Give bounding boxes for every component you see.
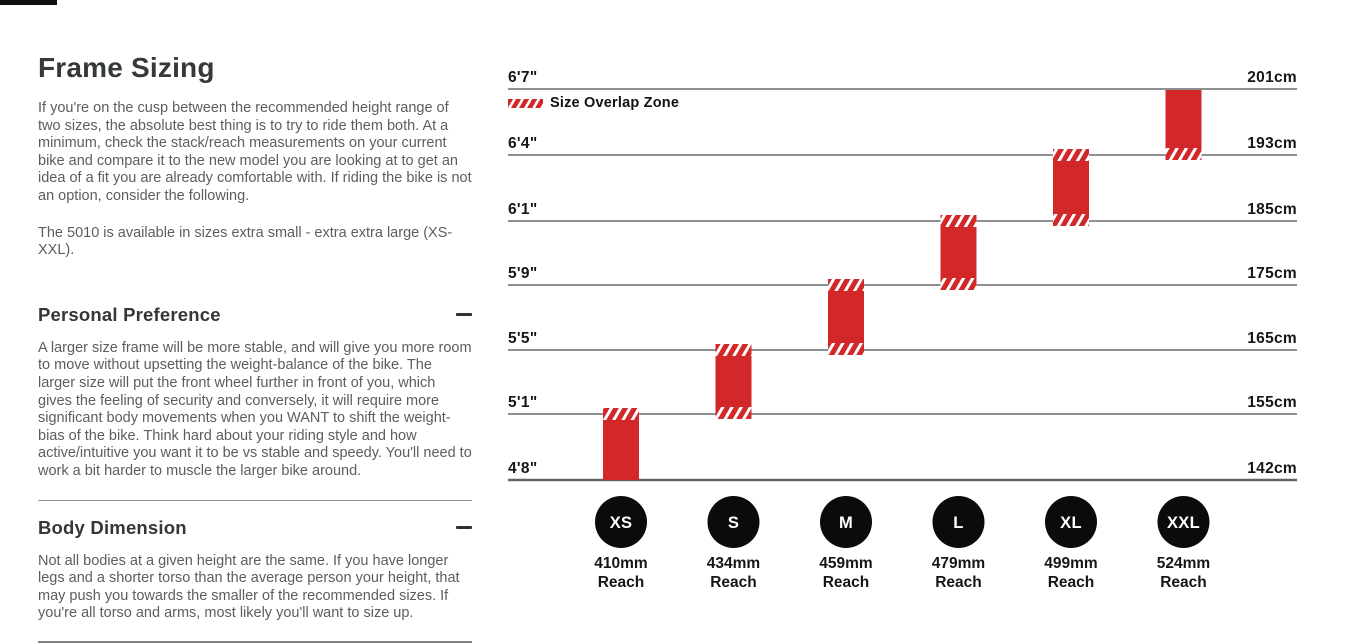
bar-S xyxy=(715,344,752,419)
axis-label-ft-193: 6'4" xyxy=(508,135,537,152)
reach-caption-XS: Reach xyxy=(598,574,645,591)
personal-preference-body: A larger size frame will be more stable,… xyxy=(38,339,472,479)
size-circle-XXL xyxy=(1157,496,1210,548)
collapse-minus-icon[interactable] xyxy=(456,313,472,317)
axis-label-ft-142: 4'8" xyxy=(508,460,537,477)
reach-value-XL: 499mm xyxy=(1044,555,1097,572)
top-left-scrollbar-artifact xyxy=(0,0,57,5)
personal-preference-header[interactable]: Personal Preference xyxy=(38,304,472,326)
size-circle-M xyxy=(820,496,872,548)
section-personal-preference: Personal Preference A larger size frame … xyxy=(38,304,472,481)
axis-label-cm-185: 185cm xyxy=(1247,201,1297,218)
reach-value-L: 479mm xyxy=(932,555,985,572)
reach-value-XS: 410mm xyxy=(594,555,647,572)
reach-caption-XXL: Reach xyxy=(1160,574,1207,591)
bar-L-overlap-bottom xyxy=(940,278,977,290)
bar-S-overlap-top xyxy=(715,344,752,356)
section-divider xyxy=(38,499,472,501)
reach-caption-S: Reach xyxy=(710,574,757,591)
size-circle-label-S: S xyxy=(728,514,739,532)
frame-sizing-chart: 6'7" 201cm 6'4" 193cm 6'1" 185cm 5'9" 175cm 5'5"… xyxy=(485,0,1351,644)
bar-M-overlap-top xyxy=(828,279,864,291)
axis-label-ft-175: 5'9" xyxy=(508,265,537,282)
bar-XS-overlap-top xyxy=(603,408,639,420)
size-circle-label-XL: XL xyxy=(1060,514,1082,532)
reach-value-M: 459mm xyxy=(819,555,872,572)
size-circle-label-XS: XS xyxy=(610,514,633,532)
legend-label: Size Overlap Zone xyxy=(550,95,680,111)
bar-XXL-overlap-bottom xyxy=(1165,148,1202,160)
body-dimension-heading: Body Dimension xyxy=(38,516,187,538)
size-circle-label-XXL: XXL xyxy=(1167,514,1200,532)
section-body-dimension: Body Dimension Not all bodies at a given… xyxy=(38,517,472,623)
reach-caption-L: Reach xyxy=(935,574,982,591)
bar-L xyxy=(940,215,977,290)
axis-label-cm-193: 193cm xyxy=(1247,135,1297,152)
size-circle-XL xyxy=(1045,496,1097,548)
bar-XL xyxy=(1053,149,1089,226)
reach-caption-XL: Reach xyxy=(1048,574,1095,591)
axis-label-ft-165: 5'5" xyxy=(508,330,537,347)
bar-M-overlap-bottom xyxy=(828,343,864,355)
axis-label-ft-185: 6'1" xyxy=(508,201,537,218)
size-circle-label-L: L xyxy=(953,514,963,532)
bar-S-overlap-bottom xyxy=(715,407,752,419)
axis-label-ft-155: 5'1" xyxy=(508,394,537,411)
size-circle-XS xyxy=(595,496,647,548)
collapse-minus-icon[interactable] xyxy=(456,526,472,529)
reach-value-XXL: 524mm xyxy=(1157,555,1210,572)
body-dimension-header[interactable]: Body Dimension xyxy=(38,517,472,539)
page-title: Frame Sizing xyxy=(38,52,215,83)
size-circle-S xyxy=(707,496,760,548)
axis-label-cm-155: 155cm xyxy=(1247,394,1297,411)
axis-label-cm-142: 142cm xyxy=(1247,460,1297,477)
bottom-divider xyxy=(38,640,472,643)
sizing-info-column: Frame Sizing If you're on the cusp betwe… xyxy=(38,52,472,643)
axis-label-cm-165: 165cm xyxy=(1247,330,1297,347)
bar-M xyxy=(828,279,864,355)
axis-label-ft-201: 6'7" xyxy=(508,69,537,86)
bar-XL-overlap-top xyxy=(1053,149,1089,161)
intro-paragraph: If you're on the cusp between the recomm… xyxy=(38,100,472,204)
body-dimension-body: Not all bodies at a given height are the… xyxy=(38,552,460,622)
size-circle-label-M: M xyxy=(839,514,853,532)
availability-paragraph: The 5010 is available in sizes extra sma… xyxy=(38,224,453,259)
reach-value-S: 434mm xyxy=(707,555,760,572)
axis-label-cm-201: 201cm xyxy=(1247,69,1297,86)
personal-preference-heading: Personal Preference xyxy=(38,303,221,325)
axis-label-cm-175: 175cm xyxy=(1247,265,1297,282)
overlap-hatch-swatch-icon xyxy=(508,98,543,108)
size-circle-L xyxy=(932,496,985,548)
bar-L-overlap-top xyxy=(940,215,977,227)
sizing-chart-svg: 6'7" 201cm 6'4" 193cm 6'1" 185cm 5'9" 175cm 5'5"… xyxy=(508,69,1297,591)
reach-caption-M: Reach xyxy=(823,574,870,591)
bar-XL-overlap-bottom xyxy=(1053,214,1089,226)
size-overlap-legend: Size Overlap Zone xyxy=(508,95,679,111)
